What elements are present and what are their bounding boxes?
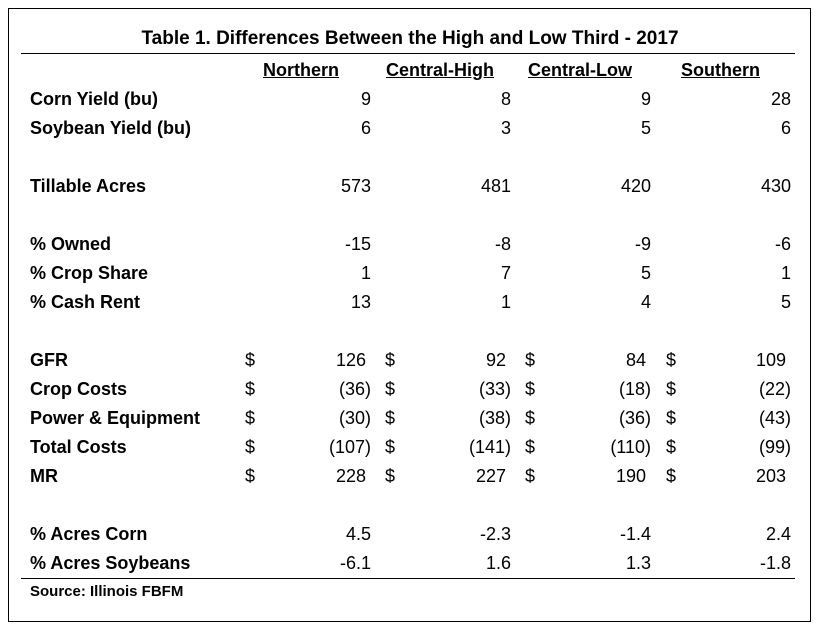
cell-value: 5	[640, 263, 651, 283]
cell-value: 1.6	[485, 553, 511, 573]
row-label: % Acres Corn	[30, 524, 148, 544]
cell-value: (36)	[338, 379, 371, 399]
column-header-central-low: Central-Low	[528, 60, 633, 80]
cell-value: (22)	[758, 379, 791, 399]
bottom-divider	[21, 578, 795, 579]
cell-value: 28	[770, 89, 791, 109]
row-label: Power & Equipment	[30, 408, 201, 428]
currency-symbol: $	[385, 437, 396, 457]
cell-value: 4	[640, 292, 651, 312]
cell-value: (110)	[610, 437, 651, 457]
cell-value: 5	[640, 118, 651, 138]
cell-value: 203	[755, 466, 791, 486]
cell-value: 84	[625, 350, 651, 370]
cell-value: 6	[780, 118, 791, 138]
row-label: % Crop Share	[30, 263, 149, 283]
row-label: Soybean Yield (bu)	[30, 118, 192, 138]
cell-value: 7	[500, 263, 511, 283]
cell-value: 573	[340, 176, 371, 196]
cell-value: 13	[350, 292, 371, 312]
cell-value: 481	[480, 176, 511, 196]
cell-value: -6	[774, 234, 791, 254]
cell-value: -2.3	[479, 524, 511, 544]
cell-value: 6	[360, 118, 371, 138]
cell-value: (38)	[478, 408, 511, 428]
cell-value: (99)	[758, 437, 791, 457]
cell-value: (141)	[468, 437, 511, 457]
cell-value: 1	[360, 263, 371, 283]
currency-symbol: $	[385, 350, 396, 370]
cell-value: 1.3	[625, 553, 651, 573]
currency-symbol: $	[666, 408, 677, 428]
cell-value: 109	[755, 350, 791, 370]
cell-value: (107)	[328, 437, 371, 457]
cell-value: 420	[620, 176, 651, 196]
currency-symbol: $	[525, 350, 536, 370]
cell-value: -1.4	[619, 524, 651, 544]
cell-value: (36)	[618, 408, 651, 428]
currency-symbol: $	[666, 466, 677, 486]
cell-value: 3	[500, 118, 511, 138]
currency-symbol: $	[385, 408, 396, 428]
currency-symbol: $	[666, 437, 677, 457]
cell-value: 126	[335, 350, 371, 370]
cell-value: 92	[485, 350, 511, 370]
currency-symbol: $	[666, 350, 677, 370]
cell-value: 190	[615, 466, 651, 486]
row-label: % Acres Soybeans	[30, 553, 191, 573]
column-header-southern: Southern	[681, 60, 760, 80]
row-label: GFR	[30, 350, 68, 370]
source-note: Source: Illinois FBFM	[30, 583, 184, 600]
cell-value: 430	[760, 176, 791, 196]
cell-value: (18)	[618, 379, 651, 399]
row-label: % Cash Rent	[30, 292, 141, 312]
cell-value: (30)	[338, 408, 371, 428]
table-frame	[8, 8, 811, 622]
currency-symbol: $	[245, 437, 256, 457]
currency-symbol: $	[385, 466, 396, 486]
cell-value: -15	[344, 234, 371, 254]
currency-symbol: $	[385, 379, 396, 399]
cell-value: 227	[475, 466, 511, 486]
cell-value: 5	[780, 292, 791, 312]
title-divider	[21, 53, 795, 54]
row-label: Crop Costs	[30, 379, 128, 399]
column-header-northern: Northern	[263, 60, 339, 80]
currency-symbol: $	[245, 379, 256, 399]
row-label: MR	[30, 466, 58, 486]
cell-value: 4.5	[345, 524, 371, 544]
cell-value: (43)	[758, 408, 791, 428]
cell-value: (33)	[478, 379, 511, 399]
currency-symbol: $	[245, 350, 256, 370]
cell-value: 1	[500, 292, 511, 312]
cell-value: 9	[640, 89, 651, 109]
currency-symbol: $	[245, 466, 256, 486]
row-label: Tillable Acres	[30, 176, 147, 196]
cell-value: -8	[494, 234, 511, 254]
cell-value: -1.8	[759, 553, 791, 573]
currency-symbol: $	[525, 437, 536, 457]
cell-value: 1	[780, 263, 791, 283]
cell-value: 2.4	[765, 524, 791, 544]
row-label: Total Costs	[30, 437, 127, 457]
column-header-central-high: Central-High	[386, 60, 494, 80]
cell-value: 228	[335, 466, 371, 486]
currency-symbol: $	[666, 379, 677, 399]
currency-symbol: $	[525, 408, 536, 428]
currency-symbol: $	[525, 466, 536, 486]
currency-symbol: $	[525, 379, 536, 399]
cell-value: 9	[360, 89, 371, 109]
row-label: Corn Yield (bu)	[30, 89, 158, 109]
currency-symbol: $	[245, 408, 256, 428]
cell-value: 8	[500, 89, 511, 109]
cell-value: -9	[634, 234, 651, 254]
cell-value: -6.1	[339, 553, 371, 573]
table-title: Table 1. Differences Between the High an…	[141, 28, 679, 49]
row-label: % Owned	[30, 234, 112, 254]
